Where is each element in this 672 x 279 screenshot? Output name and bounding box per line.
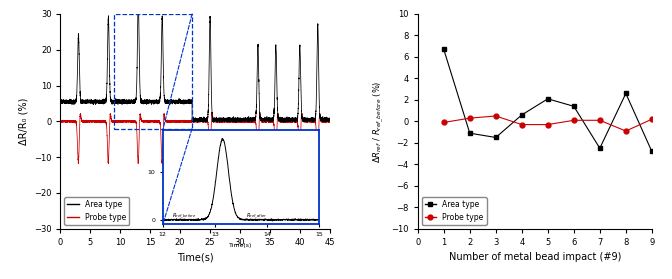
Probe type — [622, 129, 630, 133]
Legend: Area type, Probe type: Area type, Probe type — [65, 197, 129, 225]
Area type — [492, 136, 500, 139]
X-axis label: Time(s): Time(s) — [177, 252, 214, 262]
Line: Area type: Area type — [442, 47, 655, 154]
Area type — [570, 105, 578, 108]
Legend: Area type, Probe type: Area type, Probe type — [421, 197, 487, 225]
Probe type — [570, 119, 578, 122]
Y-axis label: ΔR/R₀ (%): ΔR/R₀ (%) — [18, 98, 28, 145]
Area type — [517, 113, 526, 117]
Area type — [622, 92, 630, 95]
Bar — [114, 14, 192, 129]
Probe type — [648, 117, 656, 121]
Probe type — [596, 119, 604, 122]
Probe type — [466, 116, 474, 120]
Probe type — [439, 121, 448, 124]
X-axis label: Number of metal bead impact (#9): Number of metal bead impact (#9) — [449, 252, 621, 262]
Probe type — [544, 123, 552, 126]
Area type — [596, 146, 604, 150]
Area type — [466, 131, 474, 135]
Area type — [544, 97, 552, 100]
Line: Probe type: Probe type — [442, 114, 655, 133]
Probe type — [517, 123, 526, 126]
Area type — [648, 150, 656, 153]
Probe type — [492, 114, 500, 118]
Y-axis label: $\Delta R_{ref}$ / $R_{ref\_before}$ (%): $\Delta R_{ref}$ / $R_{ref\_before}$ (%) — [371, 80, 386, 163]
Area type — [439, 48, 448, 51]
